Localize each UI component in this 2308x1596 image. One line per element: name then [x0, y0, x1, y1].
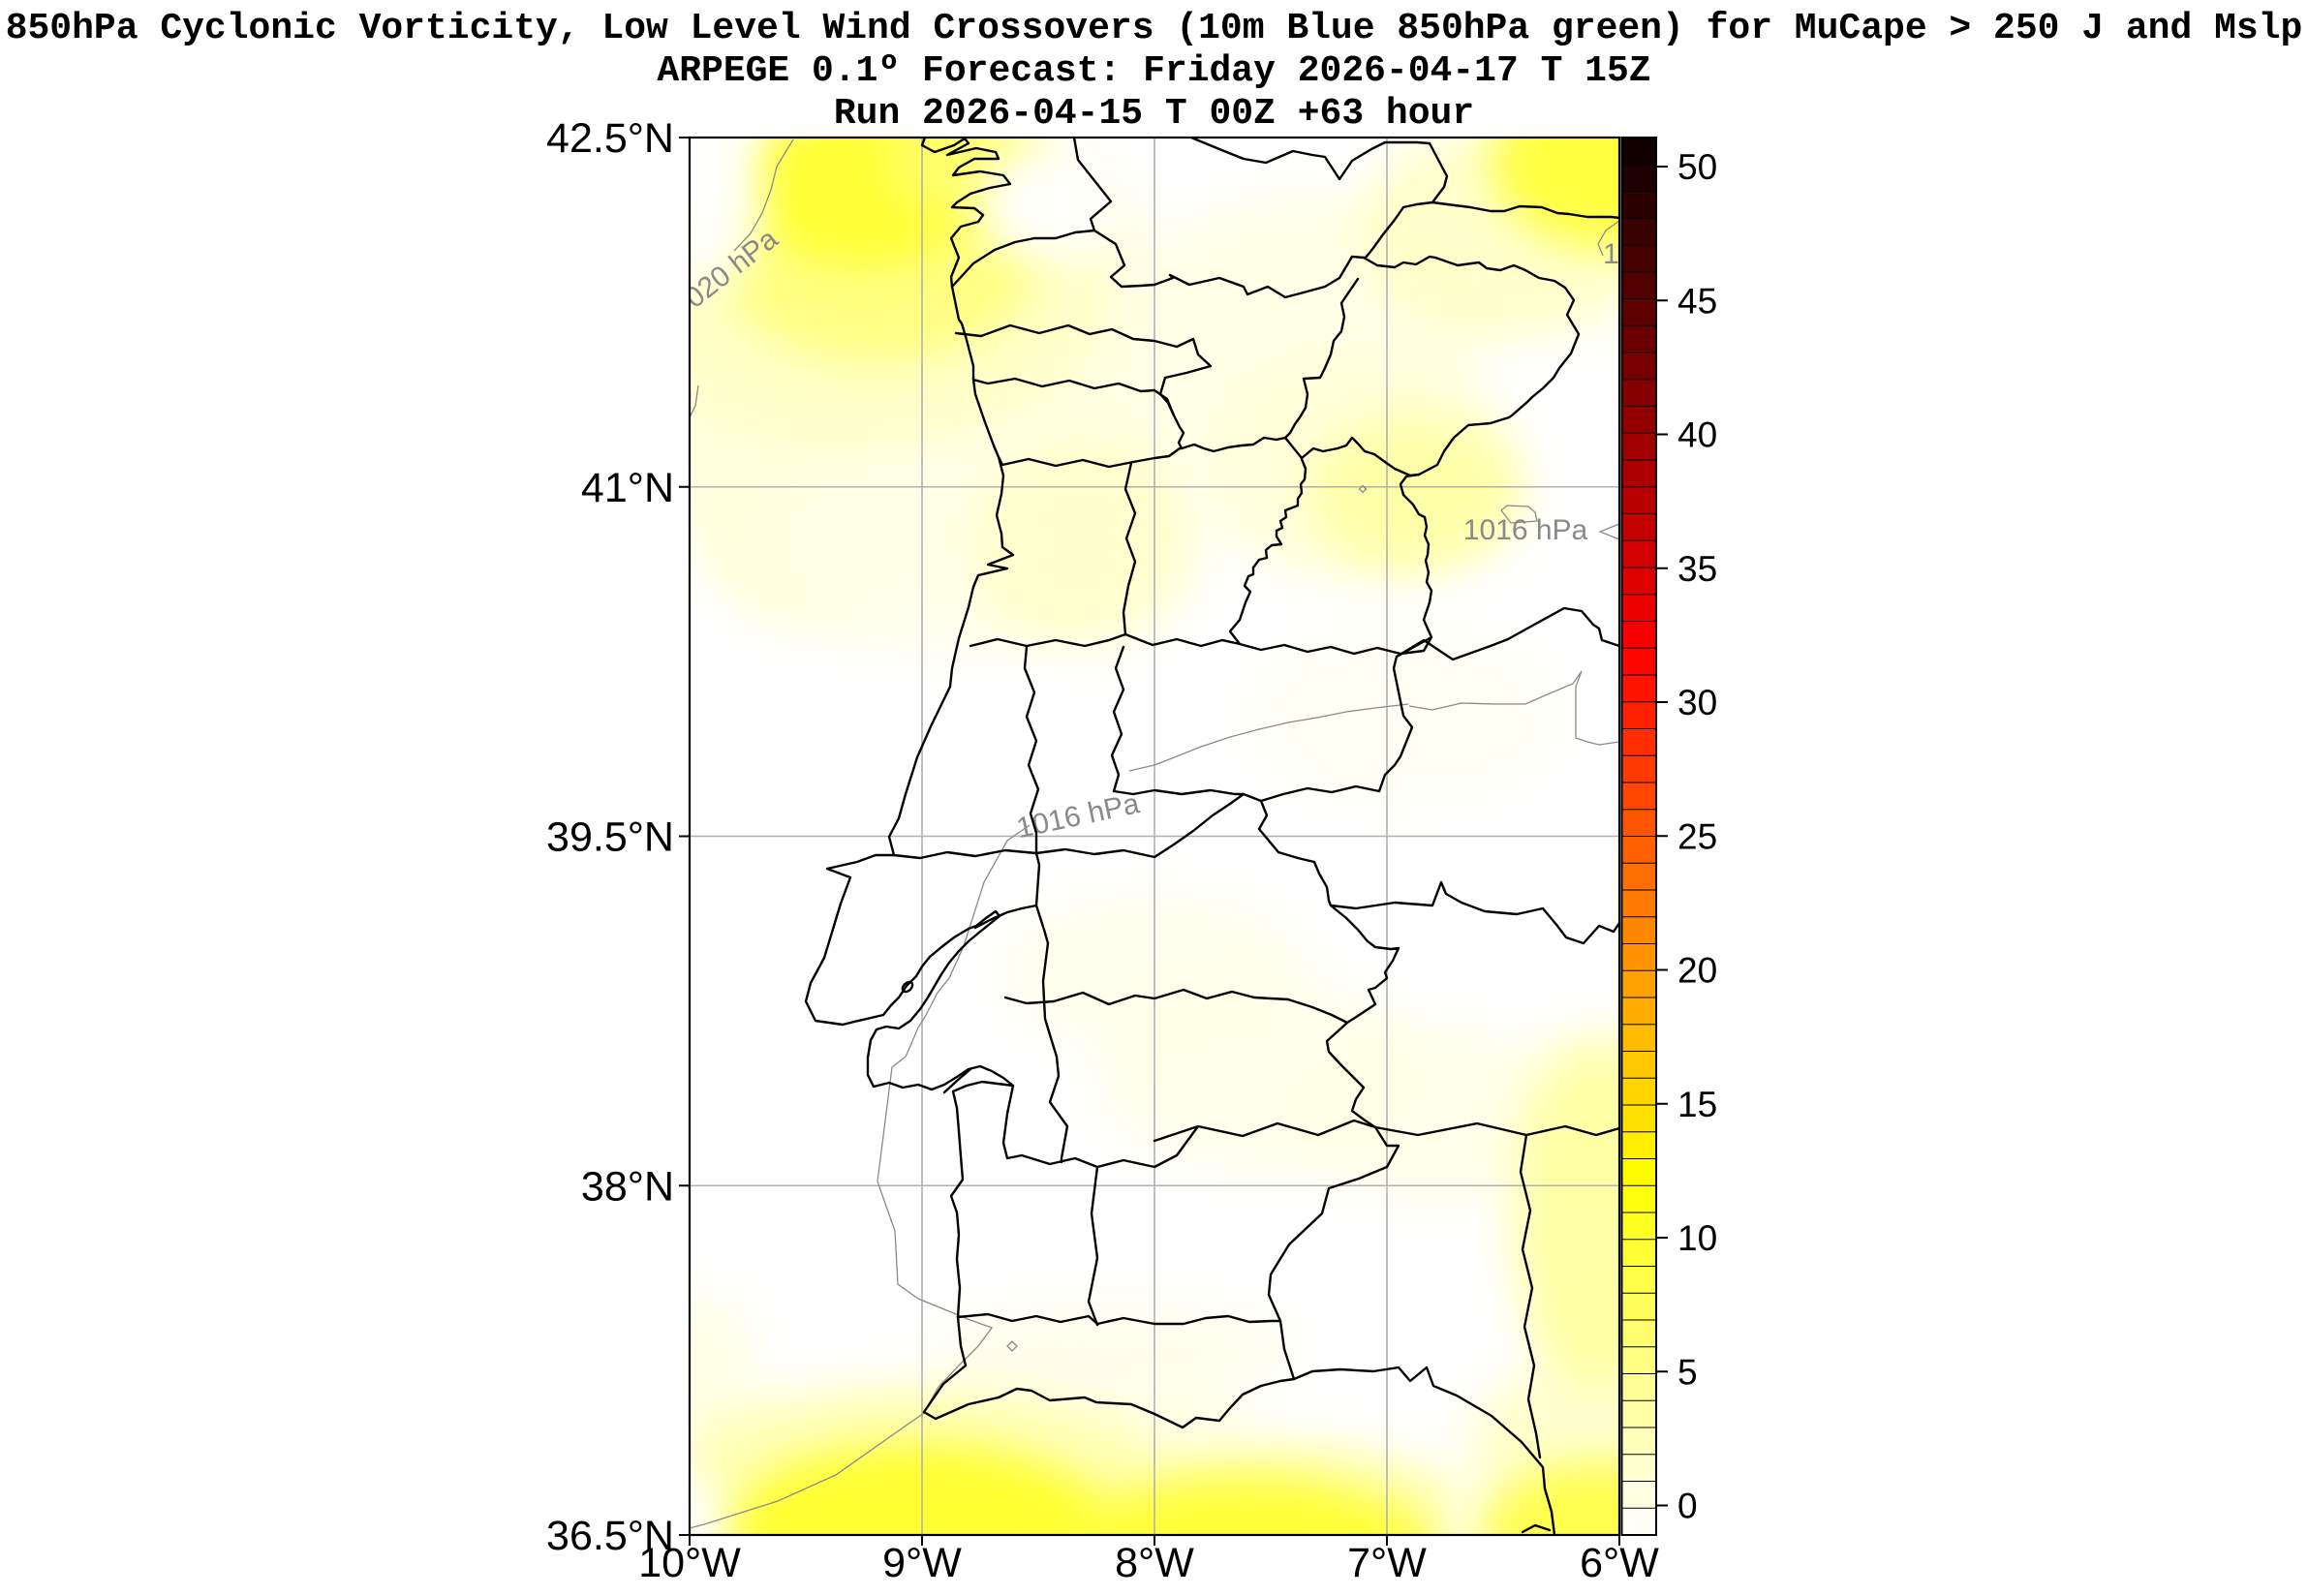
svg-text:39.5°N: 39.5°N — [546, 814, 674, 861]
svg-text:0: 0 — [1677, 1487, 1698, 1526]
svg-text:15: 15 — [1677, 1085, 1717, 1124]
svg-text:45: 45 — [1677, 281, 1717, 321]
svg-text:7°W: 7°W — [1347, 1540, 1427, 1586]
svg-text:30: 30 — [1677, 683, 1717, 722]
svg-text:41°N: 41°N — [581, 465, 674, 511]
svg-text:50: 50 — [1677, 147, 1717, 187]
svg-text:35: 35 — [1677, 549, 1717, 589]
svg-text:20: 20 — [1677, 951, 1717, 991]
svg-text:36.5°N: 36.5°N — [546, 1513, 674, 1559]
svg-text:9°W: 9°W — [882, 1540, 962, 1586]
svg-text:5: 5 — [1677, 1352, 1698, 1392]
svg-text:10°W: 10°W — [638, 1540, 741, 1586]
svg-text:10: 10 — [1603, 238, 1635, 270]
svg-text:42.5°N: 42.5°N — [546, 115, 674, 162]
svg-text:8°W: 8°W — [1115, 1540, 1194, 1586]
svg-text:40: 40 — [1677, 415, 1717, 455]
svg-text:6°W: 6°W — [1580, 1540, 1659, 1586]
svg-text:10: 10 — [1677, 1218, 1717, 1258]
svg-text:25: 25 — [1677, 816, 1717, 856]
svg-text:38°N: 38°N — [581, 1163, 674, 1210]
svg-text:1016 hPa: 1016 hPa — [1463, 514, 1588, 546]
